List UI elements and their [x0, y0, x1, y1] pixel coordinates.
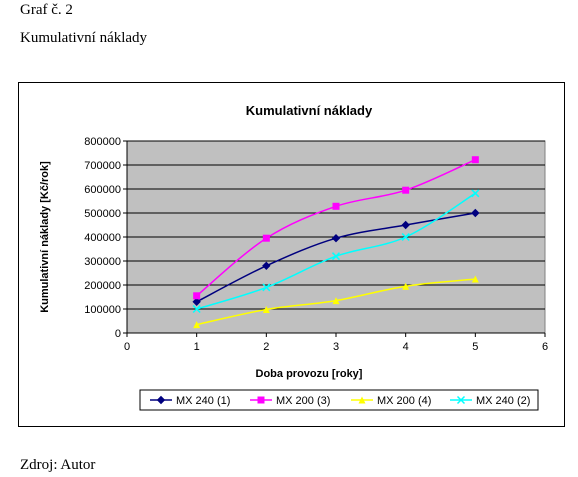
- y-axis-label: Kumulativní náklady [Kč/rok]: [39, 161, 51, 313]
- data-point: [331, 252, 341, 261]
- data-point: [471, 208, 480, 218]
- data-point: [192, 304, 201, 314]
- x-tick-label: 3: [333, 341, 339, 353]
- x-tick-label: 2: [263, 341, 269, 353]
- series-mx-200-3: [193, 156, 479, 300]
- data-point: [262, 234, 270, 242]
- y-tick-label: 500000: [84, 208, 121, 220]
- series-mx-240-1: [192, 208, 480, 307]
- x-tick-label: 1: [194, 341, 200, 353]
- x-tick-label: 4: [403, 341, 409, 353]
- series-mx-200-4: [193, 275, 479, 329]
- y-tick-label: 100000: [84, 304, 121, 316]
- legend-entry: MX 200 (3): [250, 395, 330, 407]
- data-point: [262, 283, 271, 292]
- data-point: [193, 321, 201, 329]
- data-point: [262, 261, 271, 271]
- series-mx-240-2: [192, 189, 480, 314]
- data-point: [156, 395, 166, 405]
- data-point-stroke: [262, 283, 271, 292]
- axes: 0 100000 200000 300000 400000 500000 600000 700…: [84, 136, 548, 353]
- y-tick-label: 300000: [84, 256, 121, 268]
- data-point: [332, 297, 340, 305]
- y-tick-label: 400000: [84, 232, 121, 244]
- data-point-stroke: [331, 252, 341, 261]
- y-tick-label: 0: [115, 328, 121, 340]
- data-point: [471, 189, 480, 198]
- legend-label: MX 200 (3): [276, 395, 330, 407]
- data-point-stroke: [192, 304, 201, 314]
- legend-entry: MX 200 (4): [351, 395, 431, 407]
- data-point-stroke: [401, 232, 410, 242]
- data-point: [401, 220, 410, 230]
- chart-frame: Kumulativní náklady 0 100000 200000 300000 4…: [18, 82, 565, 427]
- x-axis-label: Doba provozu [roky]: [256, 368, 363, 380]
- data-point: [401, 232, 410, 242]
- data-point: [358, 396, 366, 404]
- x-tick-label: 6: [542, 341, 548, 353]
- figure-heading: Kumulativní náklady: [20, 30, 148, 46]
- data-point: [192, 297, 201, 307]
- legend-label: MX 200 (4): [377, 395, 431, 407]
- legend-label: MX 240 (2): [476, 395, 530, 407]
- data-point: [471, 275, 479, 283]
- data-point: [402, 186, 410, 194]
- data-point-stroke: [471, 189, 480, 198]
- y-tick-label: 200000: [84, 280, 121, 292]
- source-note: Zdroj: Autor: [20, 457, 96, 473]
- legend-box: [139, 389, 539, 411]
- chart-title: Kumulativní náklady: [246, 103, 373, 118]
- y-tick-label: 800000: [84, 136, 121, 148]
- x-tick-label: 5: [472, 341, 478, 353]
- legend-entry: MX 240 (1): [150, 395, 230, 407]
- data-point: [257, 396, 265, 404]
- figure-caption: Graf č. 2: [20, 2, 73, 18]
- data-point: [193, 292, 201, 300]
- data-point: [456, 395, 466, 405]
- chart-svg: Kumulativní náklady 0 100000 200000 300000 4…: [39, 103, 548, 411]
- y-tick-label: 600000: [84, 184, 121, 196]
- legend-entry: MX 240 (2): [450, 395, 530, 407]
- data-point: [331, 233, 341, 243]
- x-tick-label: 0: [124, 341, 130, 353]
- data-point: [402, 282, 410, 290]
- data-point-stroke: [456, 395, 466, 405]
- data-point: [332, 202, 340, 210]
- series-layer: [192, 156, 480, 329]
- data-point: [471, 156, 479, 164]
- data-point: [262, 305, 270, 313]
- y-tick-label: 700000: [84, 160, 121, 172]
- legend: MX 240 (1) MX 200 (3) MX 200 (4) MX 240 (2): [139, 389, 539, 411]
- legend-label: MX 240 (1): [176, 395, 230, 407]
